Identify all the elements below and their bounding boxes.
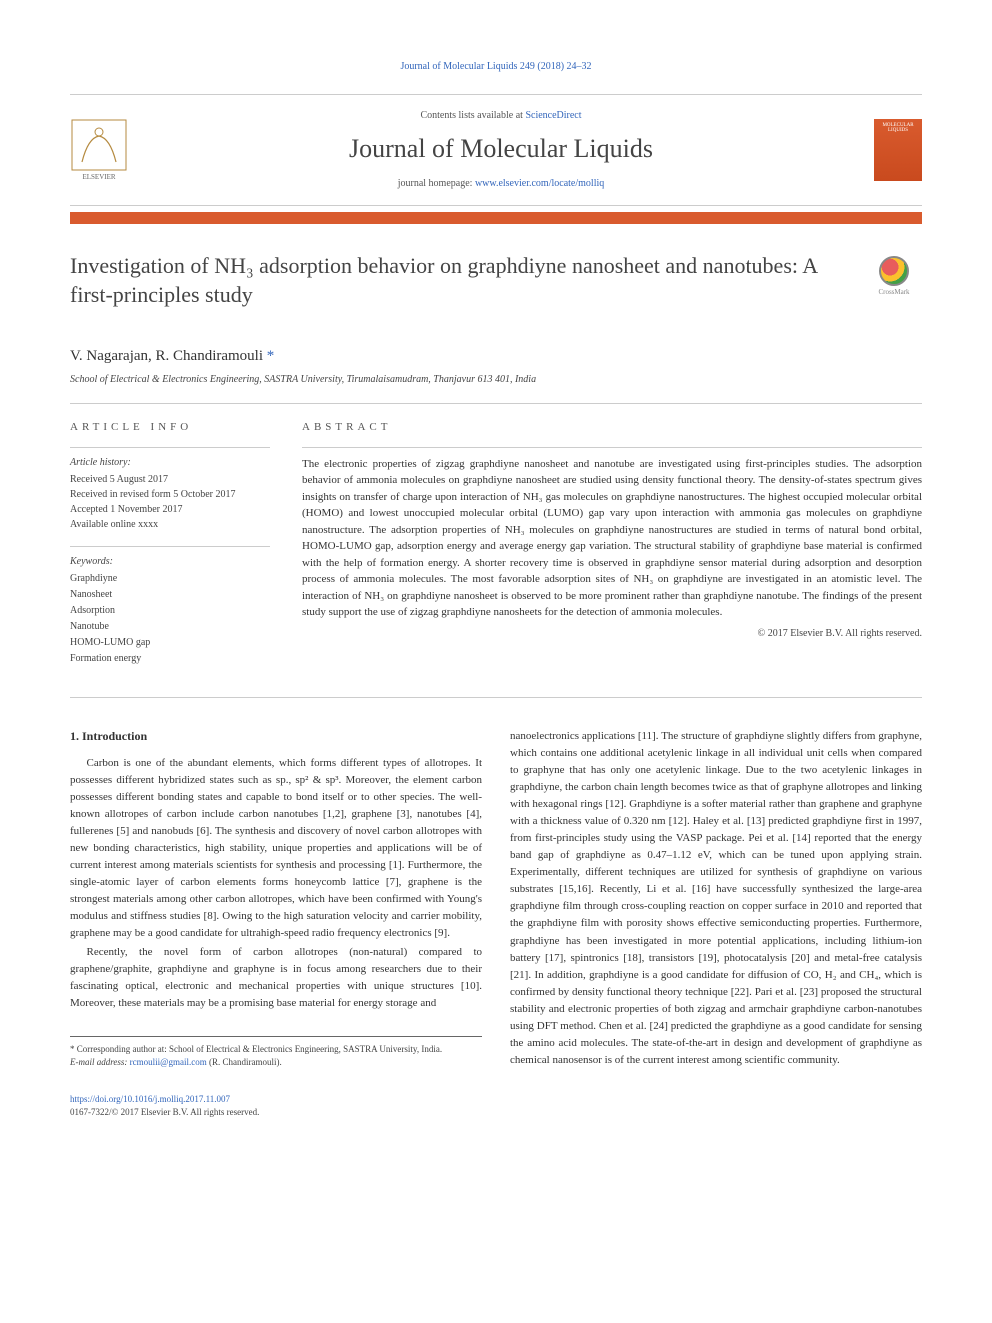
affiliation: School of Electrical & Electronics Engin… <box>70 373 922 387</box>
article-info-label: ARTICLE INFO <box>70 420 270 435</box>
authors: V. Nagarajan, R. Chandiramouli * <box>70 346 922 367</box>
keyword: Nanotube <box>70 619 270 635</box>
abstract-copyright: © 2017 Elsevier B.V. All rights reserved… <box>302 627 922 641</box>
history-received: Received 5 August 2017 <box>70 472 270 487</box>
running-header: Journal of Molecular Liquids 249 (2018) … <box>70 60 922 74</box>
crossmark-icon <box>879 256 909 286</box>
divider <box>302 447 922 448</box>
keyword: Nanosheet <box>70 587 270 603</box>
abstract-text: The electronic properties of zigzag grap… <box>302 456 922 621</box>
doi-link[interactable]: https://doi.org/10.1016/j.molliq.2017.11… <box>70 1094 230 1104</box>
footnotes: * Corresponding author at: School of Ele… <box>70 1036 482 1068</box>
journal-cover-thumb: MOLECULAR LIQUIDS <box>874 119 922 181</box>
keywords-list: Graphdiyne Nanosheet Adsorption Nanotube… <box>70 571 270 667</box>
author-names: V. Nagarajan, R. Chandiramouli <box>70 348 267 364</box>
issn-copyright: 0167-7322/© 2017 Elsevier B.V. All right… <box>70 1106 922 1119</box>
crossmark-label: CrossMark <box>878 288 909 298</box>
article-title: Investigation of NH₃ adsorption behavior… <box>70 252 846 309</box>
keywords-heading: Keywords: <box>70 555 270 569</box>
keyword: HOMO-LUMO gap <box>70 635 270 651</box>
divider <box>70 546 270 547</box>
corresponding-footnote: * Corresponding author at: School of Ele… <box>70 1043 482 1056</box>
cover-line2: LIQUIDS <box>888 128 908 133</box>
contents-prefix: Contents lists available at <box>420 110 525 121</box>
email-suffix: (R. Chandiramouli). <box>207 1057 282 1067</box>
divider <box>70 403 922 404</box>
history-online: Available online xxxx <box>70 517 270 532</box>
homepage-prefix: journal homepage: <box>398 178 475 189</box>
homepage-link[interactable]: www.elsevier.com/locate/molliq <box>475 178 604 189</box>
email-label: E-mail address: <box>70 1057 130 1067</box>
journal-name: Journal of Molecular Liquids <box>144 131 858 167</box>
abstract-label: ABSTRACT <box>302 420 922 435</box>
section-heading: 1. Introduction <box>70 728 482 745</box>
page-footer: https://doi.org/10.1016/j.molliq.2017.11… <box>70 1093 922 1118</box>
history-heading: Article history: <box>70 456 270 470</box>
masthead: ELSEVIER Contents lists available at Sci… <box>70 94 922 206</box>
body-text-col1: Carbon is one of the abundant elements, … <box>70 755 482 1013</box>
contents-line: Contents lists available at ScienceDirec… <box>144 109 858 123</box>
divider <box>70 447 270 448</box>
svg-text:ELSEVIER: ELSEVIER <box>82 173 115 181</box>
history-accepted: Accepted 1 November 2017 <box>70 502 270 517</box>
divider <box>70 697 922 698</box>
paragraph: Recently, the novel form of carbon allot… <box>70 944 482 1012</box>
email-footnote: E-mail address: rcmoulii@gmail.com (R. C… <box>70 1056 482 1069</box>
crossmark-badge[interactable]: CrossMark <box>866 256 922 300</box>
sciencedirect-link[interactable]: ScienceDirect <box>525 110 581 121</box>
keyword: Adsorption <box>70 603 270 619</box>
keyword: Graphdiyne <box>70 571 270 587</box>
email-link[interactable]: rcmoulii@gmail.com <box>130 1057 207 1067</box>
paragraph: Carbon is one of the abundant elements, … <box>70 755 482 943</box>
corresponding-mark: * <box>267 348 275 364</box>
keyword: Formation energy <box>70 651 270 667</box>
paragraph: nanoelectronics applications [11]. The s… <box>510 728 922 1069</box>
history-revised: Received in revised form 5 October 2017 <box>70 487 270 502</box>
elsevier-logo: ELSEVIER <box>70 118 128 182</box>
homepage-line: journal homepage: www.elsevier.com/locat… <box>144 177 858 191</box>
body-text-col2: nanoelectronics applications [11]. The s… <box>510 728 922 1069</box>
accent-bar <box>70 212 922 224</box>
